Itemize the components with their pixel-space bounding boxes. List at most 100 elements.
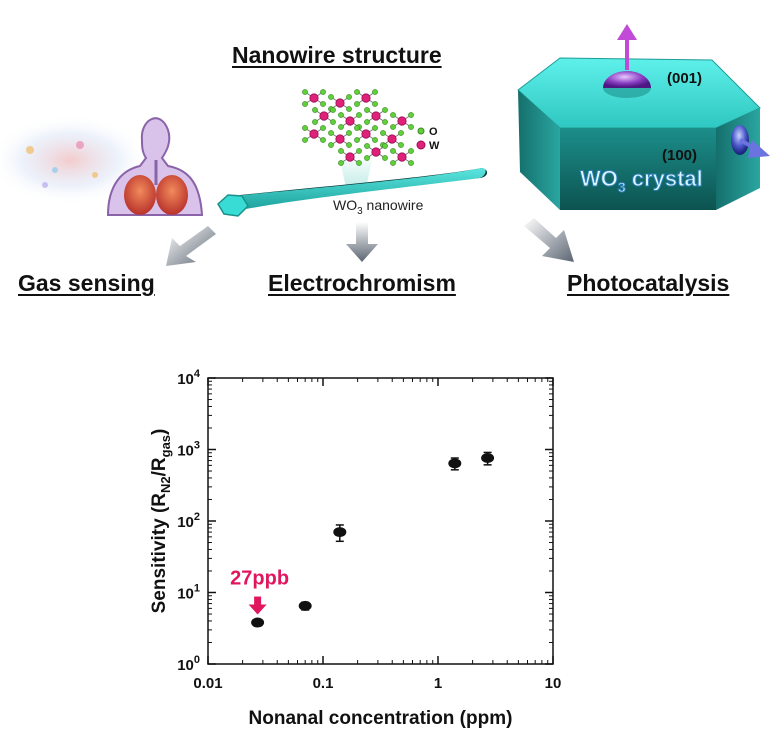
oxygen-atom xyxy=(312,107,318,113)
atomic-structure-illustration xyxy=(302,89,414,166)
gas-sensing-label: Gas sensing xyxy=(18,270,155,296)
oxygen-atom-icon xyxy=(417,127,425,135)
data-point xyxy=(251,617,265,628)
human-bust-illustration xyxy=(106,117,204,216)
tungsten-atom xyxy=(319,111,329,121)
oxygen-atom xyxy=(364,119,370,125)
annotation-label: 27ppb xyxy=(230,568,289,590)
oxygen-atom xyxy=(320,89,326,95)
y-tick-label: 104 xyxy=(177,368,201,388)
tungsten-atom xyxy=(397,116,407,126)
annotation-arrow-shaft xyxy=(254,596,262,606)
oxygen-atom xyxy=(364,143,370,149)
nanowire-applications-diagram: O W WO3 nanowire (001) (100) WO3 crystal xyxy=(0,0,784,300)
oxygen-atom xyxy=(364,107,370,113)
oxygen-atom xyxy=(302,101,308,107)
diagram-graphics: O W WO3 nanowire (001) (100) WO3 crystal xyxy=(0,24,770,266)
oxygen-atom xyxy=(354,101,360,107)
oxygen-atom xyxy=(408,160,414,166)
oxygen-atom xyxy=(390,112,396,118)
oxygen-atom xyxy=(372,89,378,95)
oxygen-atom xyxy=(372,101,378,107)
x-tick-labels: 0.01 0.1 1 10 xyxy=(193,675,561,692)
oxygen-atom xyxy=(320,137,326,143)
tungsten-atom xyxy=(345,116,355,126)
arrow-to-electrochromism-icon xyxy=(346,222,378,262)
tungsten-atom xyxy=(387,134,397,144)
x-tick-label: 0.1 xyxy=(313,675,334,692)
chart-svg: 0.01 0.1 1 10 100 101 102 103 104 27ppb Nonanal… xyxy=(149,368,561,729)
oxygen-atom xyxy=(408,112,414,118)
wo3-nanowire-label: WO3 nanowire xyxy=(333,197,424,217)
nanowire-structure-title: Nanowire structure xyxy=(232,42,442,68)
magnification-cone xyxy=(340,160,372,188)
y-axis-title: Sensitivity (RN2/Rgas) xyxy=(149,429,173,614)
oxygen-atom xyxy=(356,112,362,118)
oxygen-atom xyxy=(372,137,378,143)
oxygen-atom xyxy=(408,148,414,154)
x-tick-label: 10 xyxy=(545,675,562,692)
oxygen-atom xyxy=(346,142,352,148)
oxygen-atom xyxy=(380,130,386,136)
tungsten-atom xyxy=(361,93,371,103)
tungsten-atom xyxy=(361,129,371,139)
oxygen-atom xyxy=(346,130,352,136)
oxygen-atom xyxy=(346,94,352,100)
wo3-crystal-illustration: (001) (100) WO3 crystal xyxy=(517,24,770,210)
arrow-to-gas-sensing-icon xyxy=(166,226,216,266)
oxygen-atom xyxy=(346,106,352,112)
arrow-to-photocatalysis-icon xyxy=(524,218,574,262)
tungsten-atom xyxy=(371,147,381,157)
x-tick-label: 0.01 xyxy=(193,675,222,692)
oxygen-atom xyxy=(390,160,396,166)
oxygen-atom xyxy=(338,112,344,118)
tungsten-atom xyxy=(371,111,381,121)
oxygen-atom xyxy=(382,155,388,161)
oxygen-atom xyxy=(320,125,326,131)
oxygen-atom xyxy=(390,148,396,154)
photocatalysis-label: Photocatalysis xyxy=(567,270,730,296)
pointer-arrows xyxy=(166,218,574,266)
facet-001-label: (001) xyxy=(667,70,702,87)
y-tick-labels: 100 101 102 103 104 xyxy=(177,368,201,674)
oxygen-atom xyxy=(302,89,308,95)
oxygen-atom xyxy=(398,142,404,148)
oxygen-atom xyxy=(312,119,318,125)
oxygen-atom xyxy=(330,119,336,125)
data-point xyxy=(448,458,462,469)
y-tick-label: 101 xyxy=(177,583,200,603)
oxygen-atom xyxy=(390,124,396,130)
oxygen-atom xyxy=(364,155,370,161)
axis-ticks xyxy=(207,377,554,665)
oxygen-atom xyxy=(328,94,334,100)
oxygen-atom xyxy=(408,124,414,130)
annotation-arrow-icon xyxy=(248,604,267,615)
oxygen-atom xyxy=(320,101,326,107)
facet-100-label: (100) xyxy=(662,147,697,164)
oxygen-atom xyxy=(354,137,360,143)
oxygen-atom xyxy=(302,125,308,131)
x-tick-label: 1 xyxy=(434,675,442,692)
oxygen-atom xyxy=(354,89,360,95)
oxygen-legend-label: O xyxy=(429,126,438,138)
tungsten-atom xyxy=(345,152,355,162)
data-point xyxy=(333,527,347,538)
tungsten-atom xyxy=(335,134,345,144)
y-tick-label: 102 xyxy=(177,511,200,531)
facet-001-arrow-icon xyxy=(617,24,637,40)
tungsten-atom xyxy=(309,93,319,103)
oxygen-atom xyxy=(338,124,344,130)
oxygen-atom xyxy=(302,137,308,143)
x-axis-title: Nonanal concentration (ppm) xyxy=(249,708,513,729)
wo3-nanowire-illustration xyxy=(217,168,488,217)
atom-legend: O W xyxy=(416,126,440,152)
tungsten-atom-icon xyxy=(416,140,426,150)
data-points xyxy=(251,451,495,628)
annotation-27ppb: 27ppb xyxy=(230,568,289,615)
tungsten-atom xyxy=(335,98,345,108)
oxygen-atom xyxy=(338,160,344,166)
gas-cloud-illustration xyxy=(0,115,150,205)
data-point xyxy=(481,453,495,464)
oxygen-atom xyxy=(328,130,334,136)
oxygen-atom xyxy=(330,107,336,113)
